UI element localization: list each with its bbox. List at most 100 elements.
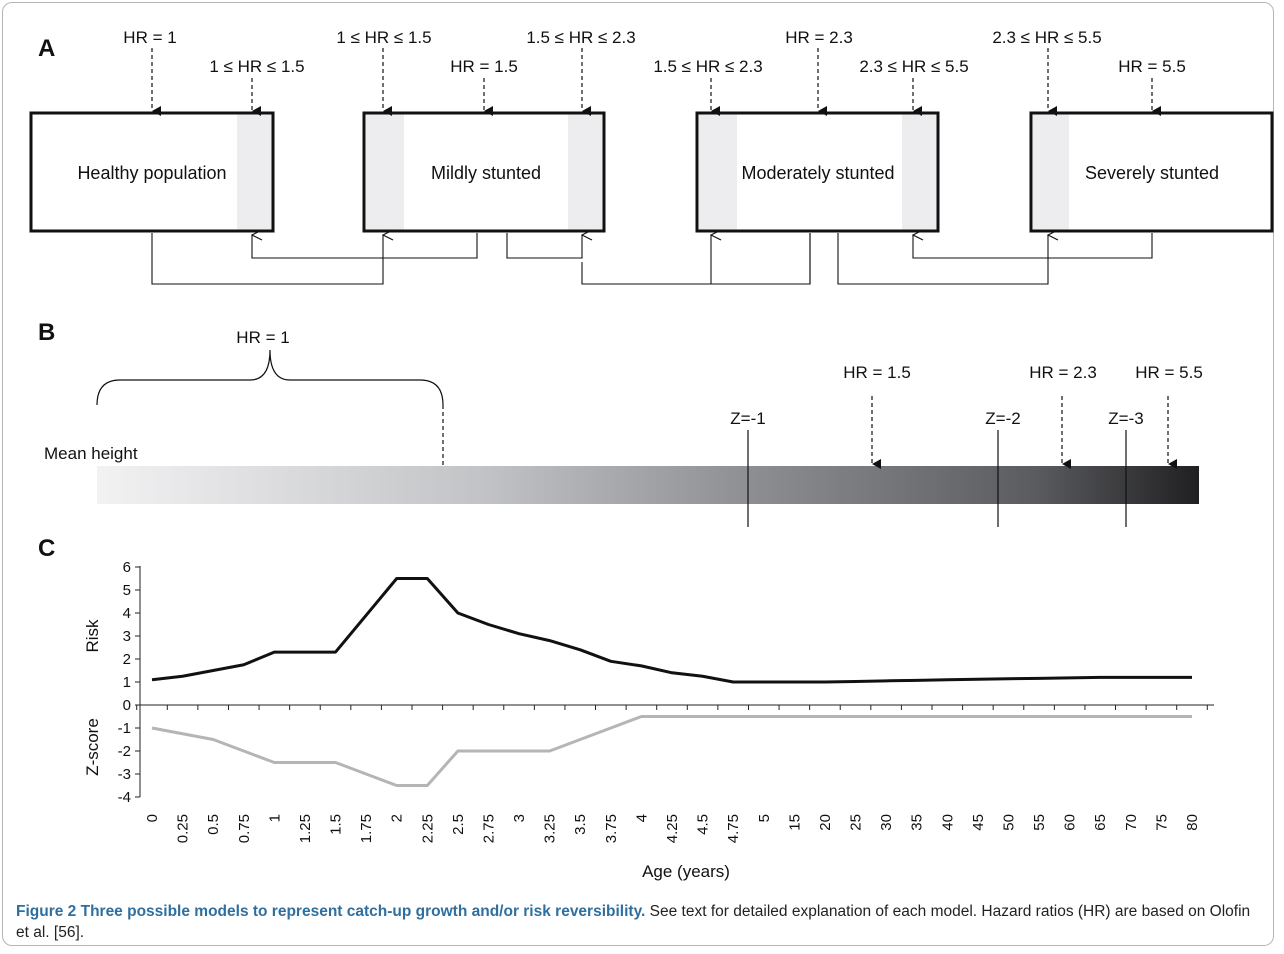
zscore-y-tick-label: -4 xyxy=(118,789,131,806)
x-tick-label: 3 xyxy=(511,814,528,822)
panel-b-letter: B xyxy=(38,319,55,346)
risk-point xyxy=(303,651,306,654)
z-marker: Z=-3 xyxy=(1108,409,1143,428)
risk-point xyxy=(456,612,459,615)
zscore-point xyxy=(334,761,337,764)
x-tick-label: 70 xyxy=(1123,814,1140,831)
risk-y-tick-label: 3 xyxy=(123,628,131,645)
x-tick-label: 80 xyxy=(1184,814,1201,831)
risk-point xyxy=(242,663,245,666)
x-tick-label: 5 xyxy=(756,814,773,822)
x-tick-label: 55 xyxy=(1031,814,1048,831)
zscore-point xyxy=(518,750,521,753)
x-tick-label: 60 xyxy=(1062,814,1079,831)
x-axis-title: Age (years) xyxy=(642,862,730,881)
box-mild-label: Mildly stunted xyxy=(431,163,541,183)
zscore-y-tick-label: -1 xyxy=(118,720,131,737)
panel-a-letter: A xyxy=(38,35,55,62)
zscore-point xyxy=(456,750,459,753)
zscore-point xyxy=(885,715,888,718)
transition-connectors xyxy=(151,233,1153,285)
zscore-point xyxy=(1007,715,1010,718)
x-tick-label: 35 xyxy=(909,814,926,831)
x-tick-label: 0.75 xyxy=(236,814,253,843)
risk-point xyxy=(1129,676,1132,679)
hr-label: 2.3 ≤ HR ≤ 5.5 xyxy=(992,28,1101,47)
hr-label: HR = 2.3 xyxy=(785,28,853,47)
zscore-point xyxy=(793,715,796,718)
risk-y-tick-label: 1 xyxy=(123,674,131,691)
zscore-point xyxy=(365,773,368,776)
risk-point xyxy=(701,675,704,678)
box-moderate-label: Moderately stunted xyxy=(741,163,894,183)
risk-point xyxy=(915,679,918,682)
zscore-series-line xyxy=(151,715,1192,787)
zscore-point xyxy=(671,715,674,718)
zscore-point xyxy=(640,715,643,718)
x-tick-label: 3.5 xyxy=(572,814,589,835)
risk-y-tick-label: 5 xyxy=(123,582,131,599)
risk-point xyxy=(823,681,826,684)
risk-point xyxy=(1068,676,1071,679)
zscore-point xyxy=(579,738,582,741)
x-tick-label: 20 xyxy=(817,814,834,831)
risk-y-tick-label: 4 xyxy=(123,605,131,622)
zscore-y-tick-label: -2 xyxy=(118,743,131,760)
x-tick-label: 25 xyxy=(848,814,865,831)
x-tick-label: 15 xyxy=(786,814,803,831)
hr-marker: HR = 2.3 xyxy=(1029,363,1097,382)
risk-point xyxy=(212,669,215,672)
x-tick-label: 2.5 xyxy=(450,814,467,835)
x-tick-label: 0 xyxy=(144,814,161,822)
zscore-point xyxy=(1160,715,1163,718)
x-tick-label: 65 xyxy=(1092,814,1109,831)
risk-point xyxy=(487,623,490,626)
risk-point xyxy=(334,651,337,654)
risk-y-tick-label: 0 xyxy=(123,697,131,714)
zscore-y-tick-label: -3 xyxy=(118,766,131,783)
x-tick-label: 1.75 xyxy=(358,814,375,843)
risk-point xyxy=(609,660,612,663)
zscore-point xyxy=(1191,715,1194,718)
x-tick-label: 30 xyxy=(878,814,895,831)
box-healthy: Healthy population xyxy=(29,111,275,233)
risk-series-line xyxy=(151,577,1192,684)
x-tick-label: 75 xyxy=(1153,814,1170,831)
z-marker: Z=-1 xyxy=(730,409,765,428)
hr-label: 1 ≤ HR ≤ 1.5 xyxy=(209,57,304,76)
zscore-point xyxy=(548,750,551,753)
hr-label: HR = 1 xyxy=(123,28,176,47)
zscore-point xyxy=(151,727,154,730)
hr-label: 1 ≤ HR ≤ 1.5 xyxy=(336,28,431,47)
zscore-point xyxy=(395,784,398,787)
x-tick-label: 3.75 xyxy=(603,814,620,843)
risk-point xyxy=(762,681,765,684)
zscore-point xyxy=(732,715,735,718)
mean-height-label: Mean height xyxy=(44,444,138,463)
caption-body: See text for detailed explanation of eac… xyxy=(16,903,1251,941)
height-gradient-bar xyxy=(97,466,1199,504)
bracket-label: HR = 1 xyxy=(236,328,289,347)
risk-point xyxy=(1099,676,1102,679)
x-tick-label: 4.75 xyxy=(725,814,742,843)
box-moderate: Moderately stunted xyxy=(695,111,940,233)
risk-point xyxy=(548,639,551,642)
caption-title: Figure 2 Three possible models to repres… xyxy=(16,903,646,920)
x-tick-label: 1.5 xyxy=(328,814,345,835)
hr-label: HR = 1.5 xyxy=(450,57,518,76)
x-tick-label: 2.25 xyxy=(419,814,436,843)
zscore-point xyxy=(915,715,918,718)
risk-point xyxy=(640,664,643,667)
x-tick-label: 3.25 xyxy=(542,814,559,843)
risk-point xyxy=(854,680,857,683)
risk-point xyxy=(671,671,674,674)
zscore-point xyxy=(303,761,306,764)
x-tick-label: 2.75 xyxy=(480,814,497,843)
hr-label: 1.5 ≤ HR ≤ 2.3 xyxy=(653,57,762,76)
z-marker: Z=-2 xyxy=(985,409,1020,428)
risk-point xyxy=(946,678,949,681)
risk-point xyxy=(1007,677,1010,680)
hr-arrows-b xyxy=(871,396,1177,469)
x-tick-label: 1.25 xyxy=(297,814,314,843)
risk-y-tick-label: 6 xyxy=(123,559,131,576)
